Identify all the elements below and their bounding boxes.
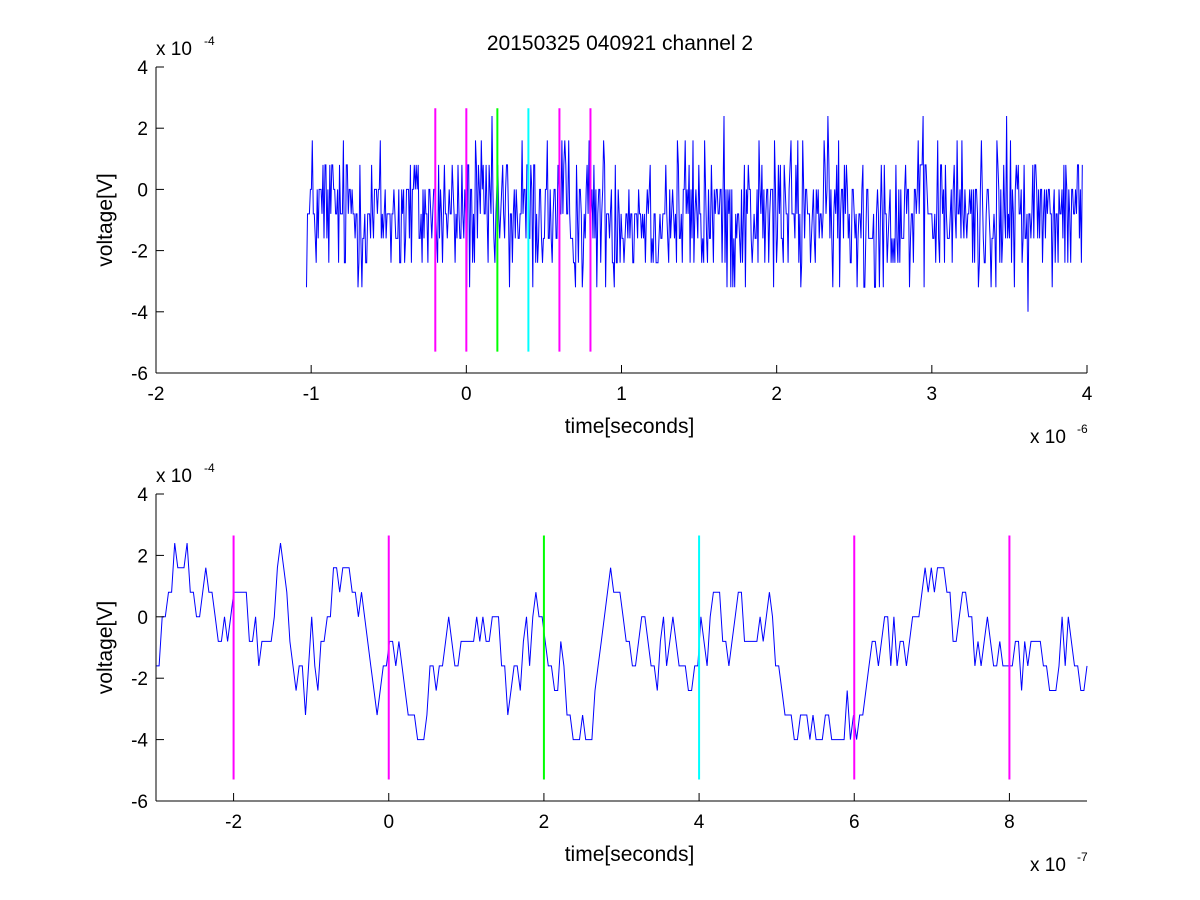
- y-tick-label: -2: [131, 242, 148, 263]
- y-tick-label: 2: [137, 546, 148, 567]
- x-exponent-value: -6: [1077, 422, 1088, 436]
- y-axis-label: voltage[V]: [94, 601, 117, 694]
- top-plot: -2 -1 0 1 2 3 4 -6 -4 -2 0 2 4 time[seconds] voltage[V…: [94, 34, 1093, 448]
- y-tick-label: 4: [137, 58, 148, 79]
- y-exponent-label: x 10: [156, 39, 192, 60]
- x-exponent-label: x 10: [1030, 427, 1066, 448]
- y-tick-label: 0: [137, 180, 148, 201]
- x-tick-label: 6: [849, 812, 860, 833]
- x-tick-label: -2: [148, 384, 165, 405]
- y-tick-label: 0: [137, 608, 148, 629]
- x-exponent-value: -7: [1077, 850, 1088, 864]
- y-exponent-value: -4: [204, 461, 215, 475]
- x-exponent-label: x 10: [1030, 855, 1066, 876]
- x-tick-label: 2: [539, 812, 550, 833]
- x-tick-label: 4: [1082, 384, 1093, 405]
- voltage-trace-line: [156, 543, 1088, 741]
- y-tick-label: -4: [131, 303, 148, 324]
- x-tick-label: 2: [771, 384, 782, 405]
- y-tick-label: -6: [131, 364, 148, 385]
- y-tick-label: -2: [131, 669, 148, 690]
- y-tick-label: -6: [131, 792, 148, 813]
- x-tick-label: 3: [927, 384, 938, 405]
- bottom-plot: -2 0 2 4 6 8 -6 -4 -2 0 2 4 time[seconds] voltage[V] x…: [94, 461, 1088, 876]
- x-tick-label: -1: [303, 384, 320, 405]
- y-tick-label: -4: [131, 731, 148, 752]
- x-tick-label: 4: [694, 812, 705, 833]
- x-axis-label: time[seconds]: [565, 843, 695, 866]
- y-exponent-label: x 10: [156, 466, 192, 487]
- x-axis-label: time[seconds]: [565, 415, 695, 438]
- y-tick-label: 4: [137, 485, 148, 506]
- y-tick-label: 2: [137, 119, 148, 140]
- x-tick-label: -2: [225, 812, 242, 833]
- x-tick-label: 0: [383, 812, 394, 833]
- figure-title: 20150325 040921 channel 2: [487, 32, 753, 55]
- y-axis-label: voltage[V]: [94, 173, 117, 266]
- x-tick-label: 8: [1004, 812, 1015, 833]
- y-exponent-value: -4: [204, 34, 215, 48]
- x-tick-label: 0: [461, 384, 472, 405]
- x-tick-label: 1: [616, 384, 627, 405]
